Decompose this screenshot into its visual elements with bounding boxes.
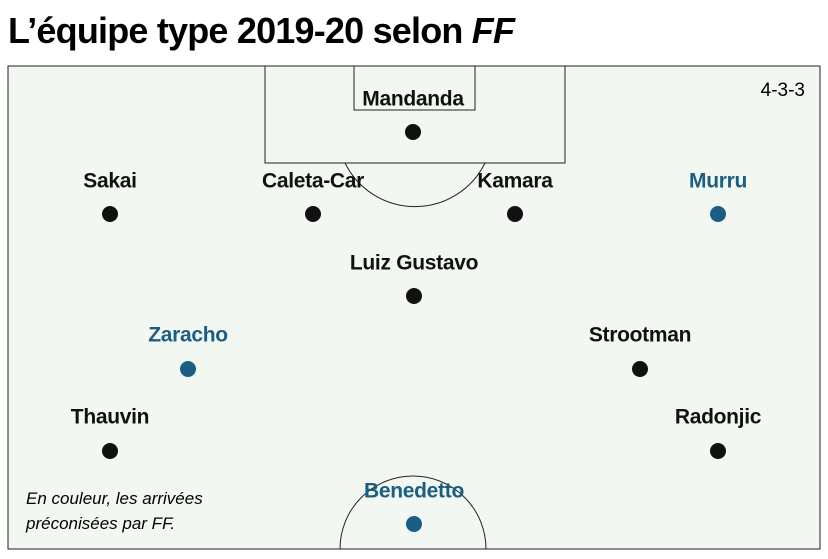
title: L’équipe type 2019-20 selon FF [8,10,516,51]
player-name: Sakai [83,170,136,193]
player-dot [632,361,648,377]
note-line: préconisées par FF. [25,514,175,533]
formation: 4-3-3 [761,80,805,101]
player-name: Thauvin [71,406,149,429]
player-name: Strootman [589,324,691,347]
player-dot [102,206,118,222]
players: Mandanda Sakai Caleta-Car Kamara Murru Luiz G… [71,88,762,532]
player-dot [406,516,422,532]
player-dot [507,206,523,222]
penalty-arc [344,162,486,208]
player-name: Benedetto [364,480,464,503]
goal-box [353,65,476,111]
player-name: Murru [689,170,747,193]
player-dot [710,206,726,222]
note: En couleur, les arrivées préconisées par … [25,489,203,533]
title-emphasis: FF [472,10,516,51]
title-main: L’équipe type 2019-20 selon [8,10,463,51]
player-name: Mandanda [362,88,464,111]
center-circle [339,475,487,550]
player-name: Kamara [477,170,553,193]
pitch [7,65,821,550]
player-name: Radonjic [675,406,762,429]
player-name: Zaracho [148,324,228,347]
player-dot [405,124,421,140]
player-name: Caleta-Car [262,170,364,193]
player-dot [710,443,726,459]
player-dot [305,206,321,222]
player-name: Luiz Gustavo [350,252,478,275]
note-line: En couleur, les arrivées [26,489,203,508]
player-dot [102,443,118,459]
player-dot [180,361,196,377]
player-dot [406,288,422,304]
